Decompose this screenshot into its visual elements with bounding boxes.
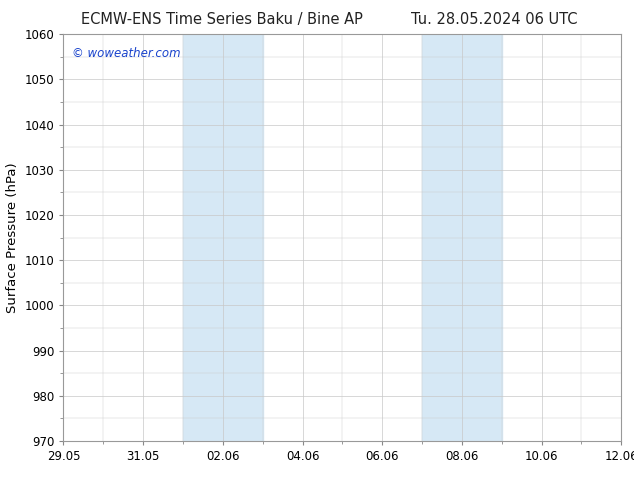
Bar [183, 34, 262, 441]
Y-axis label: Surface Pressure (hPa): Surface Pressure (hPa) [6, 162, 19, 313]
Text: ECMW-ENS Time Series Baku / Bine AP: ECMW-ENS Time Series Baku / Bine AP [81, 12, 363, 27]
Text: Tu. 28.05.2024 06 UTC: Tu. 28.05.2024 06 UTC [411, 12, 578, 27]
Text: © woweather.com: © woweather.com [72, 47, 181, 59]
Bar [422, 34, 501, 441]
